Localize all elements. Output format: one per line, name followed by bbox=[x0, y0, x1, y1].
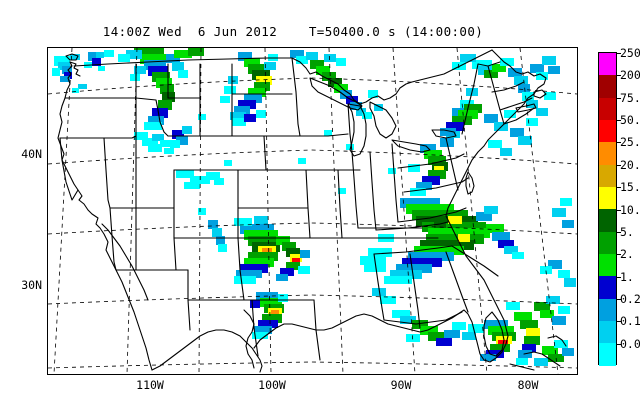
colorbar-tick-label: 5. bbox=[620, 224, 634, 239]
precip-cell-group bbox=[290, 50, 383, 119]
colorbar-tick-label: 50. bbox=[620, 113, 640, 128]
colorbar-tick-mark bbox=[617, 164, 621, 166]
map-outline-layer bbox=[57, 49, 567, 373]
colorbar-band bbox=[599, 164, 616, 188]
colorbar-tick-label: 10. bbox=[620, 202, 640, 217]
radar-map-canvas[interactable] bbox=[48, 48, 577, 374]
y-tick-label-30n: 30N bbox=[21, 278, 42, 292]
precip-cell-group bbox=[220, 52, 278, 126]
page-title: 14:00Z Wed 6 Jun 2012 T=50400.0 s (14:00… bbox=[102, 24, 484, 39]
colorbar-band bbox=[599, 53, 616, 76]
precip-cell-group bbox=[52, 50, 114, 93]
precip-cell-group bbox=[134, 126, 192, 154]
colorbar-tick-mark bbox=[617, 343, 621, 345]
precip-cell-group bbox=[360, 198, 524, 284]
graticule-layer bbox=[48, 48, 577, 374]
colorbar-tick-label: 0.10 bbox=[620, 314, 640, 329]
colorbar-band bbox=[599, 120, 616, 143]
map-panel[interactable] bbox=[47, 47, 578, 375]
x-tick-label-110w: 110W bbox=[136, 378, 164, 392]
colorbar-band bbox=[599, 298, 616, 322]
colorbar-tick-mark bbox=[617, 209, 621, 211]
precip-cell-group bbox=[250, 292, 288, 339]
colorbar-tick-label: 0.01 bbox=[620, 336, 640, 351]
colorbar-tick-mark bbox=[617, 321, 621, 323]
precip-cell-group bbox=[440, 54, 560, 156]
colorbar-tick-mark bbox=[617, 276, 621, 278]
colorbar-band bbox=[599, 231, 616, 255]
colorbar-tick-mark bbox=[617, 120, 621, 122]
colorbar-tick-mark bbox=[617, 97, 621, 99]
colorbar-tick-mark bbox=[617, 187, 621, 189]
colorbar-band bbox=[599, 343, 616, 366]
colorbar-band bbox=[599, 97, 616, 121]
colorbar-tick-label: 1. bbox=[620, 269, 634, 284]
colorbar-band bbox=[599, 187, 616, 210]
colorbar-tick-label: 15. bbox=[620, 180, 640, 195]
x-tick-label-100w: 100W bbox=[258, 378, 286, 392]
colorbar-band bbox=[599, 321, 616, 344]
colorbar-tick-label: 75. bbox=[620, 90, 640, 105]
x-tick-label-90w: 90W bbox=[390, 378, 412, 392]
colorbar-tick-mark bbox=[617, 298, 621, 300]
colorbar-tick-label: 2. bbox=[620, 247, 634, 262]
precip-cell-group bbox=[198, 114, 396, 194]
colorbar-tick-label: 250. bbox=[620, 46, 640, 60]
colorbar-tick-mark bbox=[617, 142, 621, 144]
colorbar-tick-mark bbox=[617, 75, 621, 77]
y-tick-label-40n: 40N bbox=[21, 147, 42, 161]
precip-cell-group bbox=[118, 48, 204, 130]
colorbar-tick-label: 0.25 bbox=[620, 291, 640, 306]
colorbar-band bbox=[599, 209, 616, 232]
colorbar-band bbox=[599, 276, 616, 299]
colorbar-tick-mark bbox=[617, 254, 621, 256]
colorbar[interactable] bbox=[598, 52, 617, 366]
x-tick-label-80w: 80W bbox=[517, 378, 539, 392]
colorbar-band bbox=[599, 254, 616, 277]
colorbar-tick-label: 200. bbox=[620, 68, 640, 83]
colorbar-band bbox=[599, 75, 616, 98]
colorbar-band bbox=[599, 142, 616, 165]
precip-cell-group bbox=[176, 170, 227, 252]
colorbar-tick-label: 25. bbox=[620, 135, 640, 150]
colorbar-tick-label: 20. bbox=[620, 157, 640, 172]
precip-cell-group bbox=[234, 216, 310, 284]
colorbar-tick-mark bbox=[617, 231, 621, 233]
colorbar-tick-mark bbox=[617, 53, 621, 54]
